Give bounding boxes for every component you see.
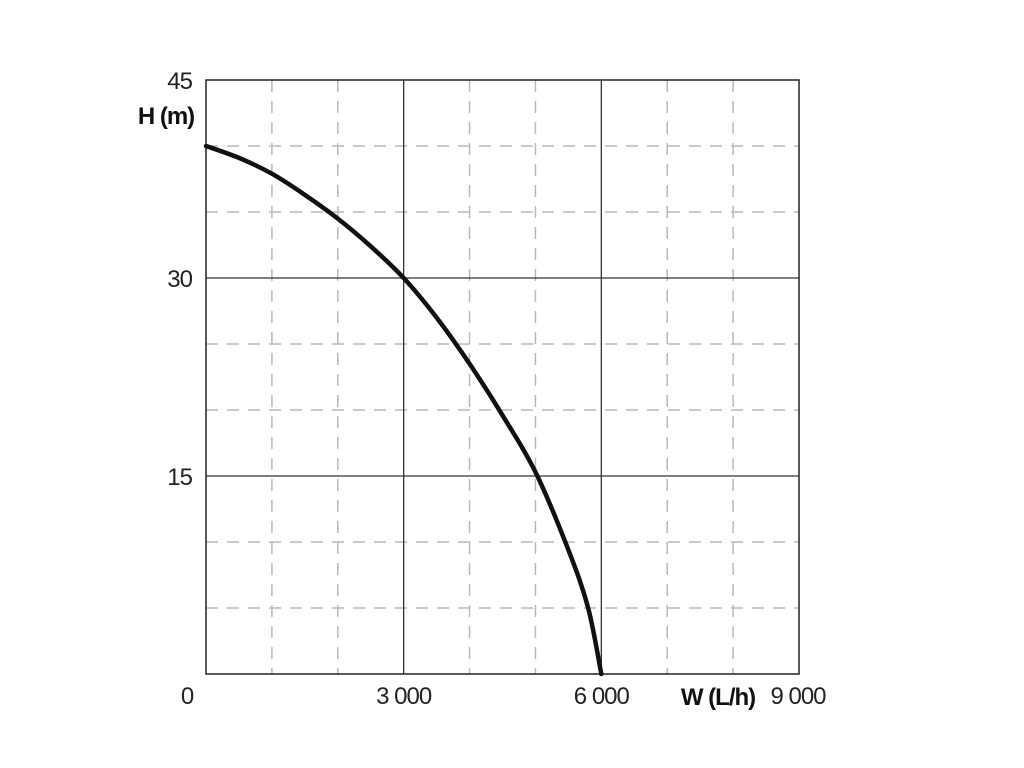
plot-frame — [205, 79, 800, 675]
y-tick-labels: 15 30 45 — [167, 68, 193, 491]
major-grid — [206, 80, 799, 674]
series-line — [203, 143, 604, 677]
x-tick-label: 9 000 — [770, 683, 826, 710]
x-tick-label: 3 000 — [376, 683, 432, 710]
y-tick-label: 30 — [167, 266, 192, 293]
x-tick-label: 6 000 — [574, 683, 630, 710]
x-axis-label: W (L/h) — [681, 684, 755, 711]
minor-grid — [206, 80, 799, 674]
x-tick-label: 0 — [181, 683, 194, 710]
y-tick-label: 15 — [167, 464, 192, 491]
x-tick-labels: 0 3 000 6 000 9 000 — [181, 683, 827, 710]
y-axis-label: H (m) — [138, 103, 194, 130]
y-tick-label: 45 — [167, 68, 192, 95]
